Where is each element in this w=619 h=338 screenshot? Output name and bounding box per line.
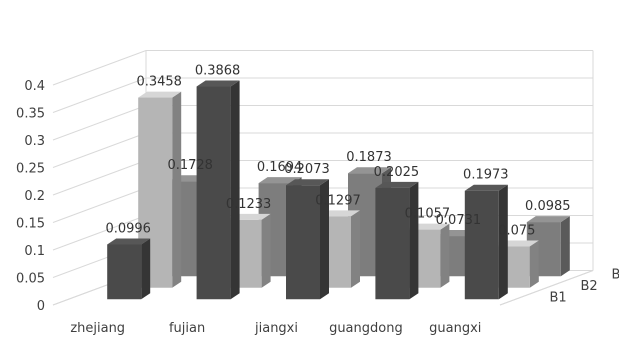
x-tick-label: fujian <box>169 321 205 336</box>
y-tick-label: 0.15 <box>16 217 45 232</box>
data-label-B2: 0.3458 <box>136 75 182 90</box>
y-tick-label: 0.35 <box>16 107 45 122</box>
y-tick-label: 0 <box>37 299 45 314</box>
bar-top <box>526 216 570 223</box>
bar-front <box>464 190 499 300</box>
data-label-B3: 0.0985 <box>525 199 571 214</box>
bar-front <box>196 86 231 300</box>
data-label-B2: 0.1297 <box>315 193 361 208</box>
bar-side <box>498 184 508 300</box>
bar-B1-guangxi <box>464 184 508 300</box>
bar-B1-jiangxi <box>286 179 329 300</box>
data-label-B1: 0.1973 <box>463 168 509 183</box>
bars: 0.1728 0.1694 0.1873 0.0731 0.0985 0.3458 0.12… <box>105 64 571 300</box>
x-axis: zhejiang fujian jiangxi guangdong guangxi <box>70 321 481 336</box>
data-label-B1: 0.2073 <box>284 162 330 177</box>
x-tick-label: jiangxi <box>254 321 298 336</box>
gridline <box>52 77 593 113</box>
series-label-B1: B1 <box>550 290 567 305</box>
bar-front <box>286 185 320 300</box>
y-tick-label: 0.3 <box>24 134 45 149</box>
gridline <box>52 50 593 86</box>
bar-B1-guangdong <box>375 181 419 300</box>
gridline <box>52 105 593 141</box>
bar-front <box>107 244 142 300</box>
bar-side <box>560 216 570 277</box>
bar-side <box>351 210 360 288</box>
series-depth-axis: B1 B2 B3 <box>499 267 619 306</box>
bar-side <box>172 91 182 288</box>
data-label-B3: 0.1694 <box>257 160 303 175</box>
y-tick-label: 0.4 <box>24 79 45 94</box>
x-tick-label: guangdong <box>329 321 403 336</box>
bar-side <box>261 213 271 288</box>
bar-side <box>529 240 539 288</box>
bar-side <box>230 80 240 300</box>
bar-front <box>375 187 410 300</box>
data-label-B3: 0.1873 <box>346 150 392 165</box>
data-label-B3: 0.0731 <box>436 213 482 228</box>
y-tick-label: 0.2 <box>24 189 45 204</box>
bar-top <box>196 80 240 87</box>
series-label-B2: B2 <box>581 279 598 294</box>
bar-top <box>107 238 151 245</box>
data-label-B2: 0.1233 <box>226 197 272 212</box>
y-tick-label: 0.25 <box>16 162 45 177</box>
bar-side <box>141 238 151 300</box>
bar-side <box>320 179 329 300</box>
bar-side <box>440 223 450 288</box>
bar-top <box>348 167 391 174</box>
bar-top <box>375 181 419 188</box>
y-tick-label: 0.1 <box>24 244 45 259</box>
data-label-B2: 0.1057 <box>405 207 451 222</box>
depth-axis-line <box>499 270 594 306</box>
bar-top <box>464 184 508 191</box>
y-axis: 0 0.05 0.1 0.15 0.2 0.25 0.3 0.35 0.4 <box>16 79 45 314</box>
data-label-B2: 0.075 <box>498 224 535 239</box>
bar-B1-zhejiang <box>107 238 151 300</box>
bar-top <box>286 179 329 186</box>
data-label-B3: 0.1728 <box>167 158 213 173</box>
x-tick-label: zhejiang <box>70 321 125 336</box>
data-label-B1: 0.0996 <box>105 221 151 236</box>
bar-top <box>258 177 302 184</box>
data-label-B1: 0.3868 <box>195 64 241 79</box>
bar-top <box>138 91 182 98</box>
bar-side <box>409 181 419 300</box>
x-tick-label: guangxi <box>429 321 481 336</box>
y-tick-label: 0.05 <box>16 272 45 287</box>
series-label-B3: B3 <box>612 267 619 282</box>
bar-B1-fujian <box>196 80 240 300</box>
data-label-B1: 0.2025 <box>374 165 420 180</box>
